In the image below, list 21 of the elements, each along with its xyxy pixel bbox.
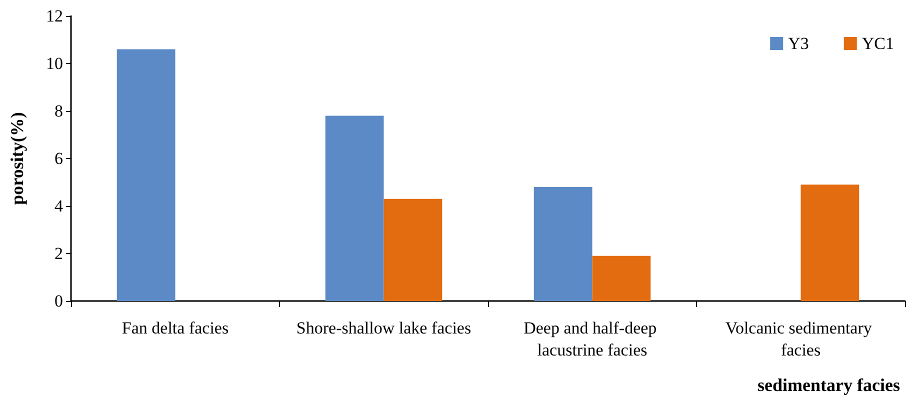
- bar: [384, 198, 442, 301]
- bar: [592, 256, 651, 301]
- legend-label: YC1: [862, 34, 894, 53]
- y-tick-label: 0: [54, 292, 63, 310]
- x-tick-label: Fan delta facies: [122, 318, 229, 338]
- legend-label: Y3: [788, 34, 809, 53]
- bar: [534, 187, 592, 301]
- y-tick-label: 8: [54, 102, 63, 120]
- y-axis-title: porosity(%): [7, 112, 27, 205]
- y-tick-label: 2: [54, 244, 63, 263]
- x-tick-label: Volcanic sedimentary facies: [725, 318, 876, 360]
- y-tick-label: 10: [46, 54, 63, 73]
- y-tick-label: 12: [46, 6, 63, 26]
- bar: [800, 184, 860, 301]
- bar: [116, 49, 176, 301]
- x-axis-title: sedimentary facies: [758, 375, 900, 395]
- x-tick-label: Deep and half-deep lacustrine facies: [524, 318, 661, 360]
- x-tick-label: Shore-shallow lake facies: [296, 318, 472, 338]
- y-tick-label: 4: [54, 196, 64, 216]
- y-tick-label: 6: [54, 149, 63, 168]
- bar: [325, 116, 384, 301]
